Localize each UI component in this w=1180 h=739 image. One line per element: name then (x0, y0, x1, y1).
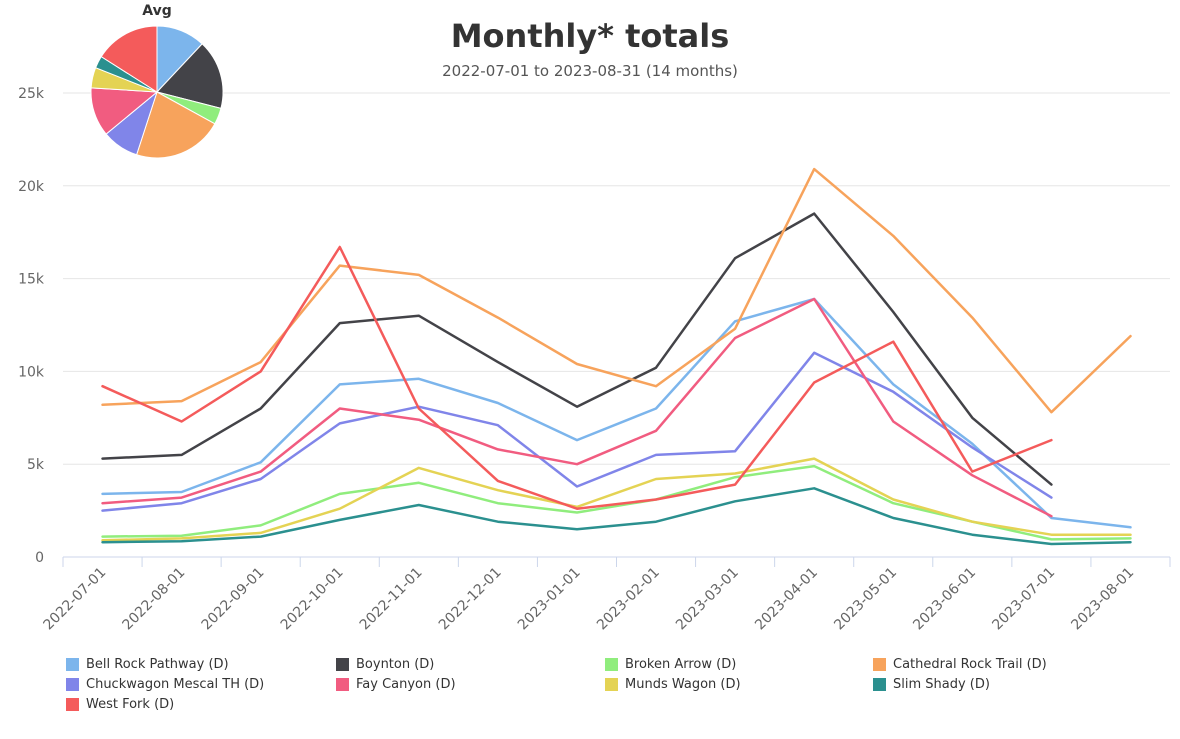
series-line-west-fork-d[interactable] (101, 245, 1053, 510)
pie-title: Avg (142, 3, 171, 19)
x-tick-label: 2022-11-01 (357, 565, 426, 634)
x-tick-label: 2022-07-01 (41, 565, 110, 634)
series-line-fay-canyon-d[interactable] (101, 297, 1053, 518)
line-chart: Monthly* totals 2022-07-01 to 2023-08-31… (18, 3, 1171, 634)
legend-item[interactable]: Bell Rock Pathway (D) (66, 655, 229, 673)
legend-swatch (873, 677, 886, 691)
legend-swatch (66, 657, 79, 671)
pie-slice-cathedral-rock-trail-d[interactable] (135, 91, 216, 159)
series-line-cathedral-rock-trail-d[interactable] (101, 167, 1132, 414)
x-tick-label: 2023-07-01 (989, 565, 1058, 634)
x-tick-label: 2023-03-01 (673, 565, 742, 634)
legend-label: Boynton (D) (356, 656, 435, 672)
legend-label: Bell Rock Pathway (D) (86, 656, 229, 672)
series-line-boynton-d[interactable] (101, 212, 1053, 486)
x-tick-label: 2023-02-01 (594, 565, 663, 634)
x-tick-label: 2023-01-01 (515, 565, 584, 634)
series-line-slim-shady-d[interactable] (101, 487, 1132, 546)
legend-label: Broken Arrow (D) (625, 656, 737, 672)
legend-item[interactable]: West Fork (D) (66, 695, 174, 713)
legend-swatch (336, 657, 349, 671)
legend-label: Slim Shady (D) (893, 676, 990, 692)
avg-pie-chart[interactable]: Avg (90, 3, 224, 159)
series-line-chuckwagon-mescal-th-d[interactable] (101, 351, 1053, 512)
series-layer (101, 167, 1132, 546)
legend-swatch (66, 677, 79, 691)
x-tick-label: 2023-06-01 (910, 565, 979, 634)
series-line-munds-wagon-d[interactable] (101, 457, 1132, 542)
legend-label: Munds Wagon (D) (625, 676, 741, 692)
legend-label: West Fork (D) (86, 696, 175, 712)
legend-swatch (605, 657, 618, 671)
pie-slice-west-fork-d[interactable] (100, 25, 158, 93)
legend-item[interactable]: Munds Wagon (D) (605, 675, 741, 693)
legend-item[interactable]: Broken Arrow (D) (605, 655, 736, 673)
series-line-bell-rock-pathway-d[interactable] (101, 297, 1132, 529)
x-tick-label: 2023-05-01 (831, 565, 900, 634)
y-tick-label: 25k (18, 86, 45, 102)
grid (63, 92, 1170, 465)
y-tick-label: 0 (35, 550, 44, 566)
y-tick-label: 10k (18, 364, 45, 380)
x-tick-label: 2022-12-01 (436, 565, 505, 634)
pie-slice-boynton-d[interactable] (156, 43, 224, 110)
legend-item[interactable]: Boynton (D) (336, 655, 434, 673)
legend-label: Cathedral Rock Trail (D) (893, 656, 1047, 672)
x-tick-label: 2022-09-01 (199, 565, 268, 634)
x-tick-label: 2023-08-01 (1068, 565, 1137, 634)
legend-item[interactable]: Cathedral Rock Trail (D) (873, 655, 1047, 673)
legend-swatch (605, 677, 618, 691)
x-tick-label: 2023-04-01 (752, 565, 821, 634)
legend-swatch (336, 677, 349, 691)
chart-title: Monthly* totals (451, 17, 730, 55)
legend-item[interactable]: Slim Shady (D) (873, 675, 990, 693)
x-tick-label: 2022-10-01 (278, 565, 347, 634)
legend-item[interactable]: Fay Canyon (D) (336, 675, 456, 693)
x-tick-label: 2022-08-01 (120, 565, 189, 634)
legend-item[interactable]: Chuckwagon Mescal TH (D) (66, 675, 264, 693)
y-tick-label: 15k (18, 272, 45, 288)
y-tick-label: 20k (18, 179, 45, 195)
legend-label: Chuckwagon Mescal TH (D) (86, 676, 265, 692)
legend-swatch (873, 657, 886, 671)
legend-swatch (66, 697, 79, 711)
legend-label: Fay Canyon (D) (356, 676, 456, 692)
chart-subtitle: 2022-07-01 to 2023-08-31 (14 months) (442, 62, 738, 80)
y-tick-label: 5k (27, 457, 45, 473)
